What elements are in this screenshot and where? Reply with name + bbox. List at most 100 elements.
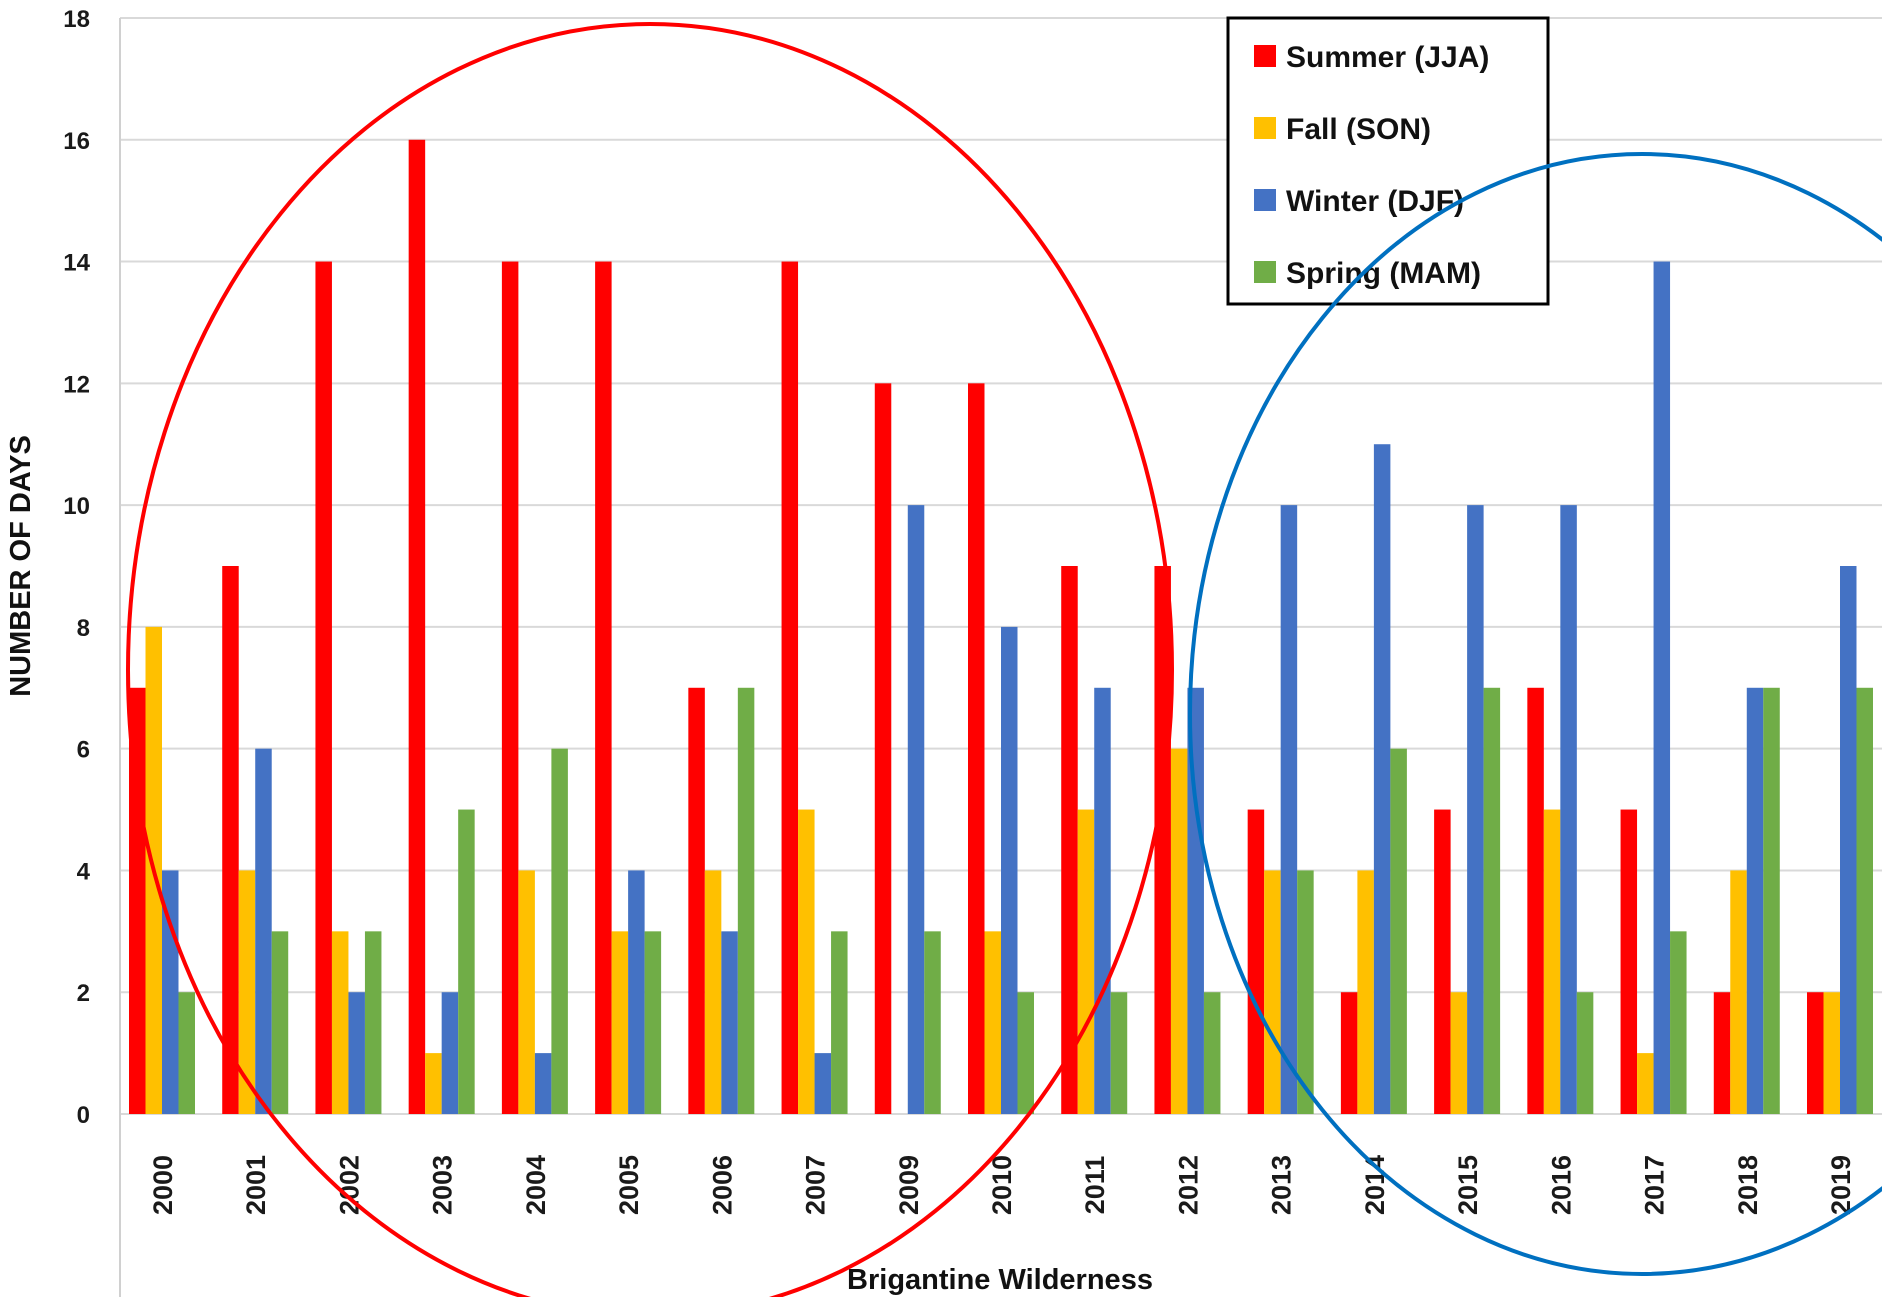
x-tick-label: 2012 [1173, 1155, 1203, 1215]
bar-fall [611, 931, 629, 1114]
bar-summer [688, 687, 705, 1114]
bar-fall [1543, 809, 1561, 1114]
x-tick-label: 2017 [1640, 1155, 1670, 1215]
bar-spring [1763, 687, 1780, 1114]
bar-fall [1170, 748, 1188, 1114]
bar-winter [1746, 687, 1764, 1114]
y-tick-label: 0 [77, 1102, 90, 1129]
bar-summer [781, 261, 799, 1114]
bar-spring [924, 931, 941, 1114]
x-tick-label: 2013 [1267, 1155, 1297, 1215]
bar-fall [1823, 992, 1840, 1114]
bar-summer [874, 383, 892, 1114]
x-tick-label: 2018 [1733, 1155, 1763, 1215]
annotation-ellipses [126, 22, 1882, 1297]
y-tick-label: 18 [63, 6, 90, 33]
legend-swatch [1254, 117, 1276, 139]
bar-winter [1373, 444, 1391, 1114]
x-tick-label: 2005 [614, 1155, 644, 1215]
x-tick-label: 2007 [801, 1155, 831, 1215]
bar-spring [271, 931, 289, 1114]
x-axis-title: Brigantine Wilderness [847, 1264, 1153, 1296]
x-tick-label: 2000 [148, 1155, 178, 1215]
legend-label: Winter (DJF) [1286, 185, 1464, 218]
bar-fall [704, 870, 722, 1114]
bar-spring [1576, 992, 1594, 1114]
bar-spring [1203, 992, 1221, 1114]
bar-fall [984, 931, 1001, 1114]
legend-label: Summer (JJA) [1286, 41, 1489, 74]
x-tick-label: 2016 [1546, 1155, 1576, 1215]
bar-winter [628, 870, 645, 1114]
legend-swatch [1254, 261, 1276, 283]
bar-summer [222, 566, 239, 1114]
bar-spring [1670, 931, 1687, 1114]
bar-winter [907, 505, 925, 1115]
bar-spring [1483, 687, 1501, 1114]
bar-winter [534, 1053, 552, 1114]
bar-fall [1264, 870, 1281, 1114]
legend-swatch [1254, 45, 1276, 67]
bar-summer [968, 383, 985, 1114]
y-tick-label: 8 [77, 615, 90, 642]
bar-fall [1077, 809, 1095, 1114]
bar-summer [408, 139, 426, 1114]
bar-spring [737, 687, 755, 1114]
bar-fall [1637, 1053, 1654, 1114]
bar-fall [331, 931, 349, 1114]
y-tick-label: 2 [77, 980, 90, 1007]
bar-spring [1297, 870, 1314, 1114]
bar-fall [798, 809, 815, 1114]
bar-winter [1467, 505, 1484, 1115]
bar-spring [1017, 992, 1034, 1114]
y-tick-label: 4 [77, 858, 91, 885]
bar-winter [1840, 566, 1857, 1114]
bar-fall [518, 870, 535, 1114]
bar-fall [238, 870, 256, 1114]
x-tick-label: 2010 [987, 1155, 1017, 1215]
bar-summer [1527, 687, 1544, 1114]
y-tick-label: 14 [63, 250, 90, 277]
bar-summer [1807, 992, 1824, 1114]
bar-spring [551, 748, 568, 1114]
bar-winter [1094, 687, 1111, 1114]
x-tick-label: 2011 [1080, 1156, 1110, 1215]
bar-spring [1390, 748, 1407, 1114]
bars [129, 139, 1873, 1115]
bar-winter [348, 992, 365, 1114]
bar-summer [1434, 809, 1451, 1114]
x-tick-label: 2015 [1453, 1155, 1483, 1215]
bar-fall [1450, 992, 1468, 1114]
bar-spring [1110, 992, 1128, 1114]
bar-fall [1730, 870, 1747, 1114]
bar-summer [1154, 566, 1171, 1114]
bar-winter [441, 992, 459, 1114]
bar-summer [1061, 566, 1078, 1114]
bar-winter [721, 931, 738, 1114]
bar-spring [1856, 687, 1873, 1114]
bar-spring [364, 931, 382, 1114]
red-annotation-ellipse [126, 22, 1174, 1297]
y-tick-label: 10 [63, 493, 90, 520]
x-tick-label: 2019 [1826, 1155, 1856, 1215]
bar-summer [1620, 809, 1638, 1114]
bar-spring [831, 931, 848, 1114]
bar-winter [1001, 626, 1018, 1114]
bar-summer [595, 261, 612, 1114]
bar-winter [1653, 261, 1671, 1114]
x-tick-label: 2009 [894, 1155, 924, 1215]
bar-summer [129, 687, 146, 1114]
bar-winter [255, 748, 272, 1114]
x-axis-tick-labels: 2000 2001 2002 2003 2004 2005 2006 2007 2009 2010… [148, 1155, 1856, 1215]
bar-winter [1560, 505, 1577, 1115]
bar-spring [644, 931, 662, 1114]
bar-summer [501, 261, 519, 1114]
x-tick-label: 2001 [241, 1155, 271, 1215]
x-tick-label: 2004 [521, 1155, 551, 1215]
legend: Summer (JJA) Fall (SON) Winter (DJF) Spring… [1226, 16, 1550, 306]
bar-winter [1280, 505, 1298, 1115]
bar-summer [1340, 992, 1358, 1114]
y-tick-label: 12 [63, 371, 90, 398]
bar-fall [425, 1053, 442, 1114]
x-tick-label: 2006 [707, 1155, 737, 1215]
